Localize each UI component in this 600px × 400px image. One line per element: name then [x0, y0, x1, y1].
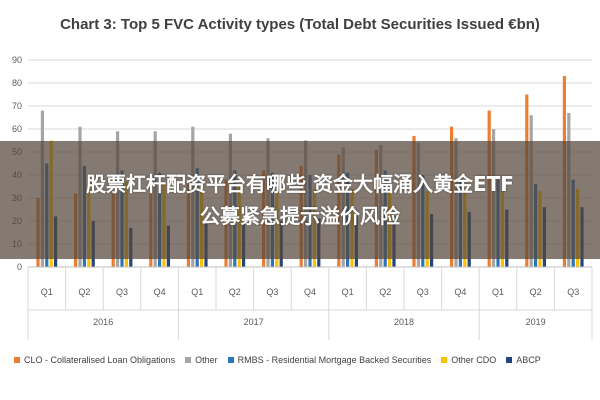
x-tick-label: Q2: [78, 287, 90, 297]
legend-swatch: [227, 357, 234, 363]
x-tick-label: Q2: [530, 287, 542, 297]
x-tick-label: Q1: [342, 287, 354, 297]
legend-item: Other: [185, 355, 218, 365]
x-group-label: 2016: [93, 317, 113, 327]
y-tick-label: 90: [12, 55, 22, 65]
y-tick-label: 70: [12, 101, 22, 111]
x-group-label: 2019: [526, 317, 546, 327]
x-tick-label: Q4: [454, 287, 466, 297]
x-tick-label: Q3: [266, 287, 278, 297]
x-tick-label: Q4: [304, 287, 316, 297]
legend-label: CLO - Collateralised Loan Obligations: [24, 355, 176, 365]
legend-item: RMBS - Residential Mortgage Backed Secur…: [227, 355, 432, 365]
legend-swatch: [506, 357, 513, 363]
y-tick-label: 0: [17, 262, 22, 272]
overlay-headline-line1: 股票杠杆配资平台有哪些 资金大幅涌入黄金ETF: [86, 172, 514, 196]
chart-title: Chart 3: Top 5 FVC Activity types (Total…: [60, 16, 540, 33]
y-tick-label: 80: [12, 78, 22, 88]
chart-legend: CLO - Collateralised Loan Obligations Oth…: [14, 352, 594, 368]
legend-item: CLO - Collateralised Loan Obligations: [14, 355, 175, 365]
legend-label: Other: [195, 355, 218, 365]
x-tick-label: Q1: [41, 287, 53, 297]
x-tick-label: Q3: [116, 287, 128, 297]
legend-swatch: [185, 357, 192, 363]
legend-swatch: [14, 357, 20, 363]
overlay-banner: 股票杠杆配资平台有哪些 资金大幅涌入黄金ETF 公募紧急提示溢价风险: [0, 141, 600, 259]
legend-swatch: [441, 357, 448, 363]
x-group-label: 2017: [244, 317, 264, 327]
y-tick-label: 60: [12, 124, 22, 134]
x-tick-label: Q4: [154, 287, 166, 297]
x-tick-label: Q3: [417, 287, 429, 297]
x-tick-label: Q1: [492, 287, 504, 297]
x-tick-label: Q3: [567, 287, 579, 297]
x-tick-label: Q2: [379, 287, 391, 297]
legend-item: Other CDO: [441, 355, 496, 365]
legend-item: ABCP: [506, 355, 541, 365]
legend-label: RMBS - Residential Mortgage Backed Secur…: [237, 355, 432, 365]
x-group-label: 2018: [394, 317, 414, 327]
x-tick-label: Q2: [229, 287, 241, 297]
legend-label: Other CDO: [451, 355, 497, 365]
overlay-headline-line2: 公募紧急提示溢价风险: [200, 204, 400, 228]
x-tick-label: Q1: [191, 287, 203, 297]
legend-label: ABCP: [516, 355, 541, 365]
